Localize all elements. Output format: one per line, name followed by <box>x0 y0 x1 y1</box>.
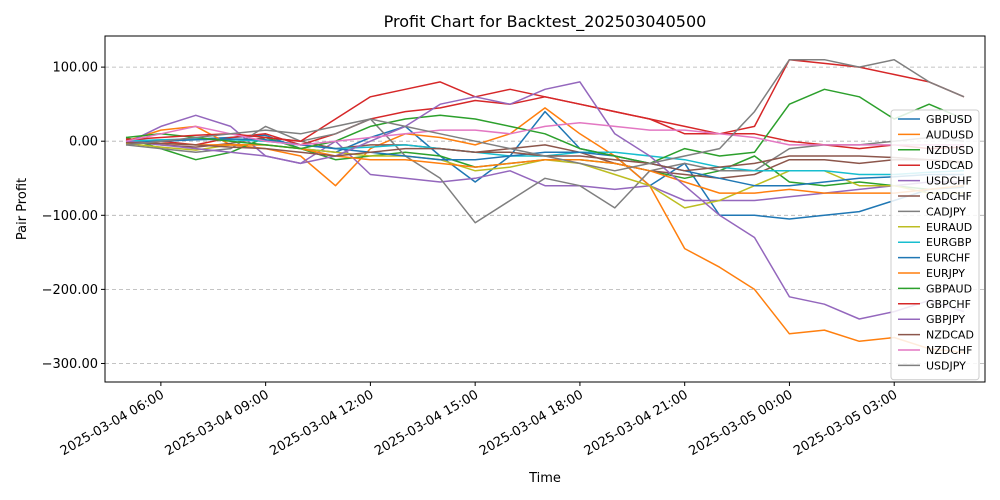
legend-label: AUDUSD <box>926 128 974 141</box>
series-line-eurchf <box>125 138 964 187</box>
legend-label: CADJPY <box>926 205 966 218</box>
y-axis-ticks: 100.00 0.00 −100.00 −200.00 −300.00 <box>42 61 105 372</box>
x-tick-label: 2025-03-04 09:00 <box>163 387 272 459</box>
legend-label: NZDCHF <box>926 344 973 357</box>
series-line-gbpusd <box>125 110 965 220</box>
x-tick-label: 2025-03-05 00:00 <box>686 387 795 459</box>
y-tick-label: 0.00 <box>69 135 98 150</box>
legend-label: EURCHF <box>926 252 970 265</box>
series-line-nzdchf <box>125 121 964 146</box>
series-line-gbpjpy <box>125 81 965 320</box>
y-tick-label: −300.00 <box>42 357 98 372</box>
plot-frame <box>104 35 986 383</box>
x-tick-label: 2025-03-04 18:00 <box>477 387 586 459</box>
legend-label: EURJPY <box>926 267 965 280</box>
legend-label: EURGBP <box>926 236 972 249</box>
x-tick-label: 2025-03-04 15:00 <box>372 387 481 459</box>
series-line-gbpaud <box>125 88 965 165</box>
legend-label: USDCHF <box>926 175 972 188</box>
series-lines <box>125 58 965 354</box>
legend-label: CADCHF <box>926 190 972 203</box>
legend-label: GBPAUD <box>926 282 972 295</box>
y-tick-label: −100.00 <box>42 209 98 224</box>
legend-label: GBPUSD <box>926 113 972 126</box>
series-line-usdchf <box>125 114 964 202</box>
legend-box <box>890 109 980 381</box>
legend-label: GBPCHF <box>926 298 971 311</box>
y-axis-title: Pair Profit <box>15 178 30 240</box>
legend-label: GBPJPY <box>926 313 965 326</box>
legend-label: NZDCAD <box>926 329 974 342</box>
legend-label: USDCAD <box>926 159 973 172</box>
legend: GBPUSD AUDUSD NZDUSD USDCAD USDCHF CADCHF CADJ… <box>890 109 980 381</box>
y-tick-label: 100.00 <box>53 61 99 76</box>
chart-title: Profit Chart for Backtest_202503040500 <box>384 12 707 32</box>
x-tick-label: 2025-03-04 21:00 <box>582 387 691 459</box>
legend-label: EURAUD <box>926 221 972 234</box>
x-tick-label: 2025-03-04 12:00 <box>267 387 376 459</box>
x-axis-title: Time <box>528 471 561 486</box>
series-line-gbpchf <box>125 58 965 142</box>
series-line-euraud <box>125 142 964 209</box>
y-tick-label: −200.00 <box>42 283 98 298</box>
series-line-usdjpy <box>125 58 965 172</box>
x-tick-label: 2025-03-04 06:00 <box>58 387 167 459</box>
legend-label: NZDUSD <box>926 144 974 157</box>
x-tick-label: 2025-03-05 03:00 <box>791 387 900 459</box>
legend-label: USDJPY <box>926 359 966 372</box>
